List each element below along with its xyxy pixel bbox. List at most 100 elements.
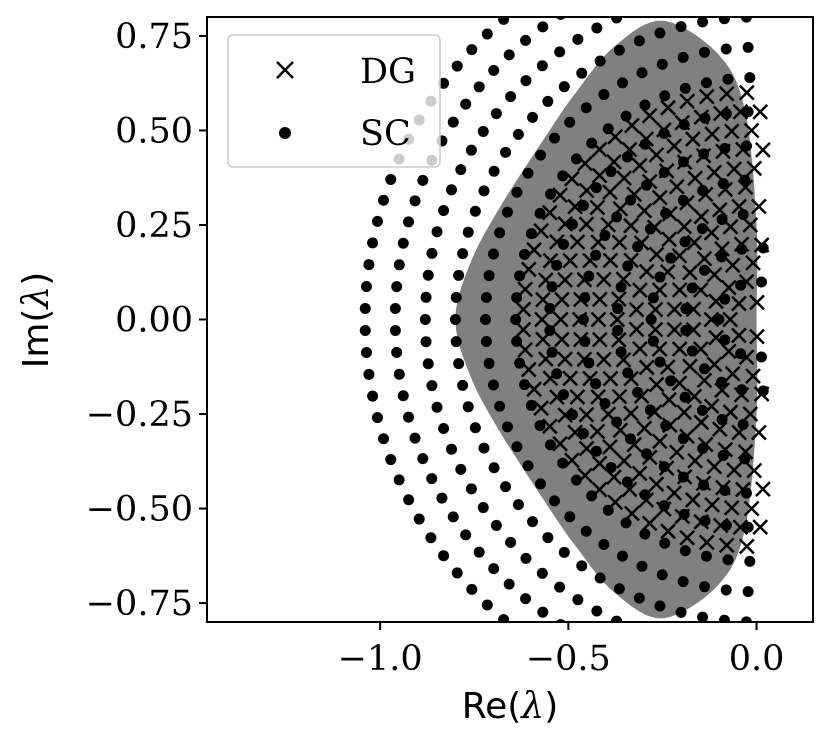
dg-point [671, 341, 688, 357]
sc-point [488, 248, 500, 260]
sc-point [622, 260, 634, 272]
dg-point [589, 199, 606, 216]
dg-point [658, 162, 675, 179]
dg-point [621, 141, 638, 158]
sc-point [677, 51, 689, 63]
sc-point [520, 34, 532, 46]
dg-point [693, 513, 710, 530]
dg-point [631, 157, 648, 174]
dg-point [641, 173, 658, 190]
sc-point [656, 569, 668, 581]
dg-point [692, 282, 709, 298]
sc-point [438, 77, 450, 89]
sc-point [652, 0, 663, 7]
y-tick-label: 0.25 [115, 206, 193, 246]
dg-point [534, 311, 550, 328]
sc-point [403, 494, 415, 506]
sc-point [451, 567, 463, 579]
dg-point [674, 114, 691, 131]
sc-point [460, 98, 472, 110]
sc-point [480, 314, 492, 325]
sc-point [742, 106, 754, 118]
sc-point [717, 645, 728, 656]
sc-point [536, 567, 548, 579]
sc-point [536, 60, 548, 72]
sc-point [360, 347, 372, 359]
dg-point [553, 331, 570, 348]
sc-point [409, 195, 421, 207]
sc-point [633, 592, 645, 604]
dg-point [609, 311, 626, 328]
dg-point [671, 282, 688, 298]
sc-point [522, 167, 534, 179]
dg-point [749, 328, 765, 345]
sc-point [462, 226, 474, 238]
sc-point [466, 44, 478, 56]
sc-point [653, 695, 664, 706]
sc-point [449, 314, 461, 325]
dg-point [537, 351, 554, 367]
dg-point [606, 469, 622, 486]
dg-point [647, 321, 664, 338]
sc-point [527, 516, 539, 528]
dg-point [615, 271, 632, 288]
dg-point [706, 266, 723, 283]
sc-point [611, 681, 622, 692]
dg-point [732, 519, 749, 536]
sc-point [612, 303, 624, 315]
dg-point [589, 423, 606, 440]
dg-point [706, 458, 723, 475]
dg-point [735, 141, 751, 158]
dg-point [733, 236, 750, 253]
sc-point [534, 207, 546, 219]
sc-point [716, 376, 728, 388]
dg-point [679, 428, 695, 445]
sc-point [503, 49, 515, 61]
dg-point [624, 117, 640, 134]
dg-point [738, 349, 755, 366]
sc-point [679, 236, 691, 248]
dg-point [628, 321, 645, 338]
sc-point [371, 412, 383, 424]
dg-point [738, 84, 755, 101]
dg-point [726, 161, 743, 177]
dg-point [708, 293, 724, 310]
legend-label-dg: DG [360, 52, 416, 92]
dg-point [648, 376, 665, 393]
x-tick-label: −0.5 [526, 639, 611, 679]
sc-point [450, 291, 462, 303]
sc-point [658, 127, 670, 139]
dg-point [704, 126, 720, 142]
dg-point [723, 123, 740, 140]
sc-point [620, 110, 632, 122]
sc-point [527, 111, 539, 123]
dg-point [661, 391, 678, 408]
dg-point [615, 351, 632, 368]
dg-point [679, 529, 696, 546]
dg-point [686, 234, 703, 251]
sc-point [755, 351, 767, 363]
dg-point [726, 462, 743, 478]
sc-point [740, 17, 752, 23]
sc-point [481, 599, 493, 611]
sc-point [511, 441, 523, 453]
dg-point [714, 241, 730, 257]
dg-point [717, 181, 734, 198]
dg-point [578, 216, 595, 233]
dg-point [651, 341, 668, 357]
dg-point [722, 218, 739, 235]
dg-point [646, 219, 663, 236]
dg-point [611, 234, 628, 251]
dg-point [651, 433, 668, 450]
dg-point [616, 453, 632, 469]
sc-point [522, 460, 534, 472]
dg-point [738, 538, 755, 555]
dg-point [753, 386, 770, 402]
dg-point [718, 537, 735, 554]
sc-point [469, 422, 481, 434]
sc-point [462, 401, 474, 413]
sc-point [617, 77, 629, 89]
dg-point [750, 424, 767, 441]
sc-point [631, 4, 642, 15]
dg-point [535, 331, 551, 348]
